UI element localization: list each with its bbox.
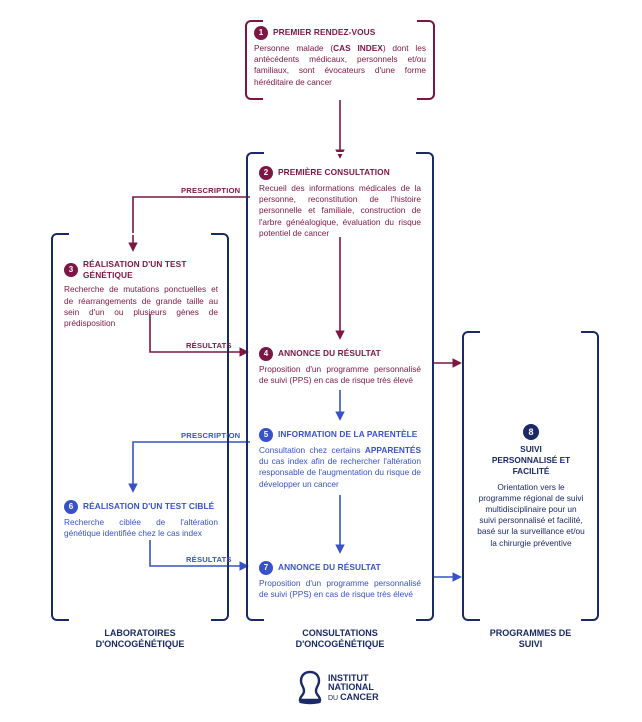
node-5: 5 INFORMATION DE LA PARENTÈLE Consultati…: [250, 422, 430, 497]
node-4-title: ANNONCE DU RÉSULTAT: [278, 348, 381, 359]
node-1: 1 PREMIER RENDEZ-VOUS Personne malade (C…: [245, 20, 435, 95]
node-3-body: Recherche de mutations ponctuelles et de…: [64, 284, 218, 329]
column-label-lab: LABORATOIRESD'ONCOGÉNÉTIQUE: [51, 628, 229, 651]
label-results-2: RÉSULTATS: [186, 555, 232, 564]
node-8-title: SUIVI: [476, 444, 586, 455]
logo-cancer: CANCER: [340, 692, 379, 702]
node-8-num: 8: [523, 424, 539, 440]
node-4-num: 4: [259, 347, 273, 361]
institut-national-cancer-logo: INSTITUT NATIONAL DU CANCER: [296, 670, 379, 706]
node-3-title: RÉALISATION D'UN TEST GÉNÉTIQUE: [83, 259, 218, 281]
node-2-num: 2: [259, 166, 273, 180]
node-2: 2 PREMIÈRE CONSULTATION Recueil des info…: [250, 160, 430, 246]
node-6-body: Recherche ciblée de l'altération génétiq…: [64, 517, 218, 539]
node-3: 3 RÉALISATION D'UN TEST GÉNÉTIQUE Recher…: [55, 253, 227, 336]
node-5-num: 5: [259, 428, 273, 442]
node-7-num: 7: [259, 561, 273, 575]
node-8-title2: PERSONNALISÉ ET FACILITÉ: [476, 455, 586, 477]
node-7-title: ANNONCE DU RÉSULTAT: [278, 562, 381, 573]
node-8: 8 SUIVI PERSONNALISÉ ET FACILITÉ Orienta…: [467, 418, 595, 556]
column-label-prog: PROGRAMMES DESUIVI: [462, 628, 599, 651]
node-1-title: PREMIER RENDEZ-VOUS: [273, 27, 375, 38]
node-6: 6 RÉALISATION D'UN TEST CIBLÉ Recherche …: [55, 494, 227, 546]
node-2-body: Recueil des informations médicales de la…: [259, 183, 421, 239]
flowchart-canvas: 1 PREMIER RENDEZ-VOUS Personne malade (C…: [0, 0, 642, 722]
node-1-num: 1: [254, 26, 268, 40]
node-5-body: Consultation chez certains APPARENTÉS du…: [259, 445, 421, 490]
node-2-title: PREMIÈRE CONSULTATION: [278, 167, 390, 178]
node-1-body: Personne malade (CAS INDEX) dont les ant…: [254, 43, 426, 88]
node-4: 4 ANNONCE DU RÉSULTAT Proposition d'un p…: [250, 341, 430, 393]
node-5-title: INFORMATION DE LA PARENTÈLE: [278, 429, 417, 440]
logo-icon: [296, 670, 324, 706]
node-4-body: Proposition d'un programme personnalisé …: [259, 364, 421, 386]
label-prescription-1: PRESCRIPTION: [181, 186, 240, 195]
node-8-body: Orientation vers le programme régional d…: [476, 482, 586, 549]
node-6-num: 6: [64, 500, 78, 514]
node-3-num: 3: [64, 263, 78, 277]
node-6-title: RÉALISATION D'UN TEST CIBLÉ: [83, 501, 214, 512]
label-prescription-2: PRESCRIPTION: [181, 431, 240, 440]
column-label-cons: CONSULTATIONSD'ONCOGÉNÉTIQUE: [246, 628, 434, 651]
node-7: 7 ANNONCE DU RÉSULTAT Proposition d'un p…: [250, 555, 430, 607]
label-results-1: RÉSULTATS: [186, 341, 232, 350]
node-7-body: Proposition d'un programme personnalisé …: [259, 578, 421, 600]
